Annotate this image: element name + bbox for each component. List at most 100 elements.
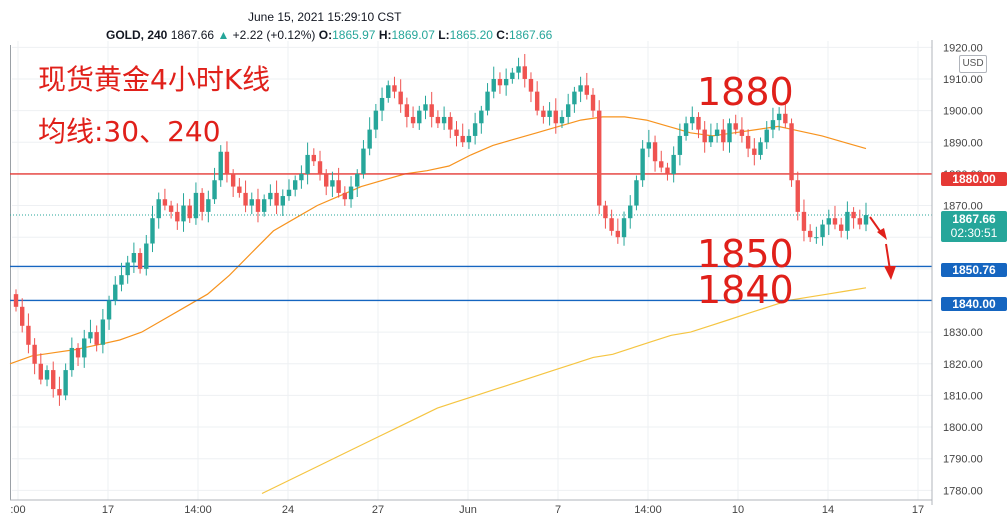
candle-body [348,186,354,200]
x-tick-label: 27 [372,504,384,516]
candle-body [249,199,254,206]
candle-body [274,192,279,206]
candle-body [162,199,168,206]
candle-body [553,110,558,124]
header-ohlc: GOLD, 240 1867.66 ▲ +2.22 (+0.12%) O:186… [106,28,552,42]
y-tick-label: 1890.00 [943,137,983,149]
header-last: 1867.66 [170,28,215,42]
currency-badge[interactable]: USD [959,55,987,73]
x-tick-label: 14:00 [184,504,212,516]
candle-body [355,173,360,187]
candle-body [745,135,751,149]
candle-body [534,91,540,111]
candle-body [299,173,304,181]
x-tick-label: 17 [102,504,114,516]
candle-body [125,262,130,276]
candle-body [857,218,862,225]
candle-body [187,205,192,219]
candle-body [417,110,422,124]
candle-body [628,205,633,219]
candle-body [659,161,664,168]
candle-body [541,110,546,117]
ma240-line [261,287,867,495]
candle-body [175,211,180,222]
candle-body [838,224,844,231]
y-tick-label: 1820.00 [943,359,983,371]
candle-body [826,218,831,225]
candle-body [702,129,707,143]
x-axis: :00 17 14:00 24 27 Jun 7 14:00 10 14 17 [10,499,932,516]
candle-body [330,180,335,187]
horizontal-levels [10,173,932,302]
y-tick-label: 1910.00 [943,74,983,86]
annotation-title: 现货黄金4小时K线 [38,63,271,96]
candle-body [386,85,391,98]
candle-body [423,104,428,111]
c-value: 1867.66 [508,28,553,42]
candle-body [38,363,44,380]
candle-body [832,218,838,225]
candle-body [603,205,608,219]
candle-body [367,129,372,149]
candle-body [690,116,695,124]
candle-body [466,135,472,143]
price-label-1840: 1840.00 [941,297,1007,311]
y-tick-label: 1870.00 [943,201,983,213]
candle-body [454,129,459,136]
candle-body [752,148,757,155]
candle-body [646,142,652,149]
candle-body [75,347,81,358]
current-price: 1867.66 [952,212,996,226]
candle-body [472,123,478,136]
candle-body [88,332,93,339]
candle-body [652,142,658,162]
candle-body [156,199,161,219]
candle-body [404,104,410,117]
candle-body [410,116,416,124]
candle-body [597,110,602,206]
candle-body [144,243,149,269]
candle-body [491,78,496,92]
candle-body [503,78,509,86]
candle-body [572,91,577,105]
candle-body [441,116,447,124]
candle-body [218,151,223,181]
candle-body [708,135,714,143]
candle-body [497,78,503,86]
candle-body [783,113,788,124]
candle-body [261,199,267,212]
x-tick-label: Jun [459,504,477,516]
y-tick-label: 1780.00 [943,485,983,497]
candle-body [565,104,571,117]
candle-body [150,218,155,244]
candle-body [168,205,174,212]
y-tick-label: 1790.00 [943,454,983,466]
candle-body [286,189,292,197]
candle-body [379,97,385,111]
candle-body [801,211,807,231]
up-triangle-icon: ▲ [217,28,230,42]
x-tick-label: 10 [732,504,744,516]
candle-body [795,180,800,212]
price-label-1880: 1880.00 [941,172,1007,186]
candle-body [119,275,124,285]
candle-body [230,173,236,187]
candle-body [485,91,490,111]
candle-body [721,129,726,143]
candle-body [212,180,217,200]
candle-body [683,123,689,136]
candle-body [255,199,261,212]
candle-body [305,154,310,174]
candle-body [131,253,137,263]
candle-body [429,104,434,117]
o-value: 1865.97 [332,28,376,42]
candle-body [559,116,565,124]
candle-body [696,116,701,130]
candle-body [237,186,242,193]
candle-body [776,113,782,121]
candle-body [770,120,776,130]
candle-body [268,192,273,200]
header-symbol: GOLD, 240 [106,28,168,42]
